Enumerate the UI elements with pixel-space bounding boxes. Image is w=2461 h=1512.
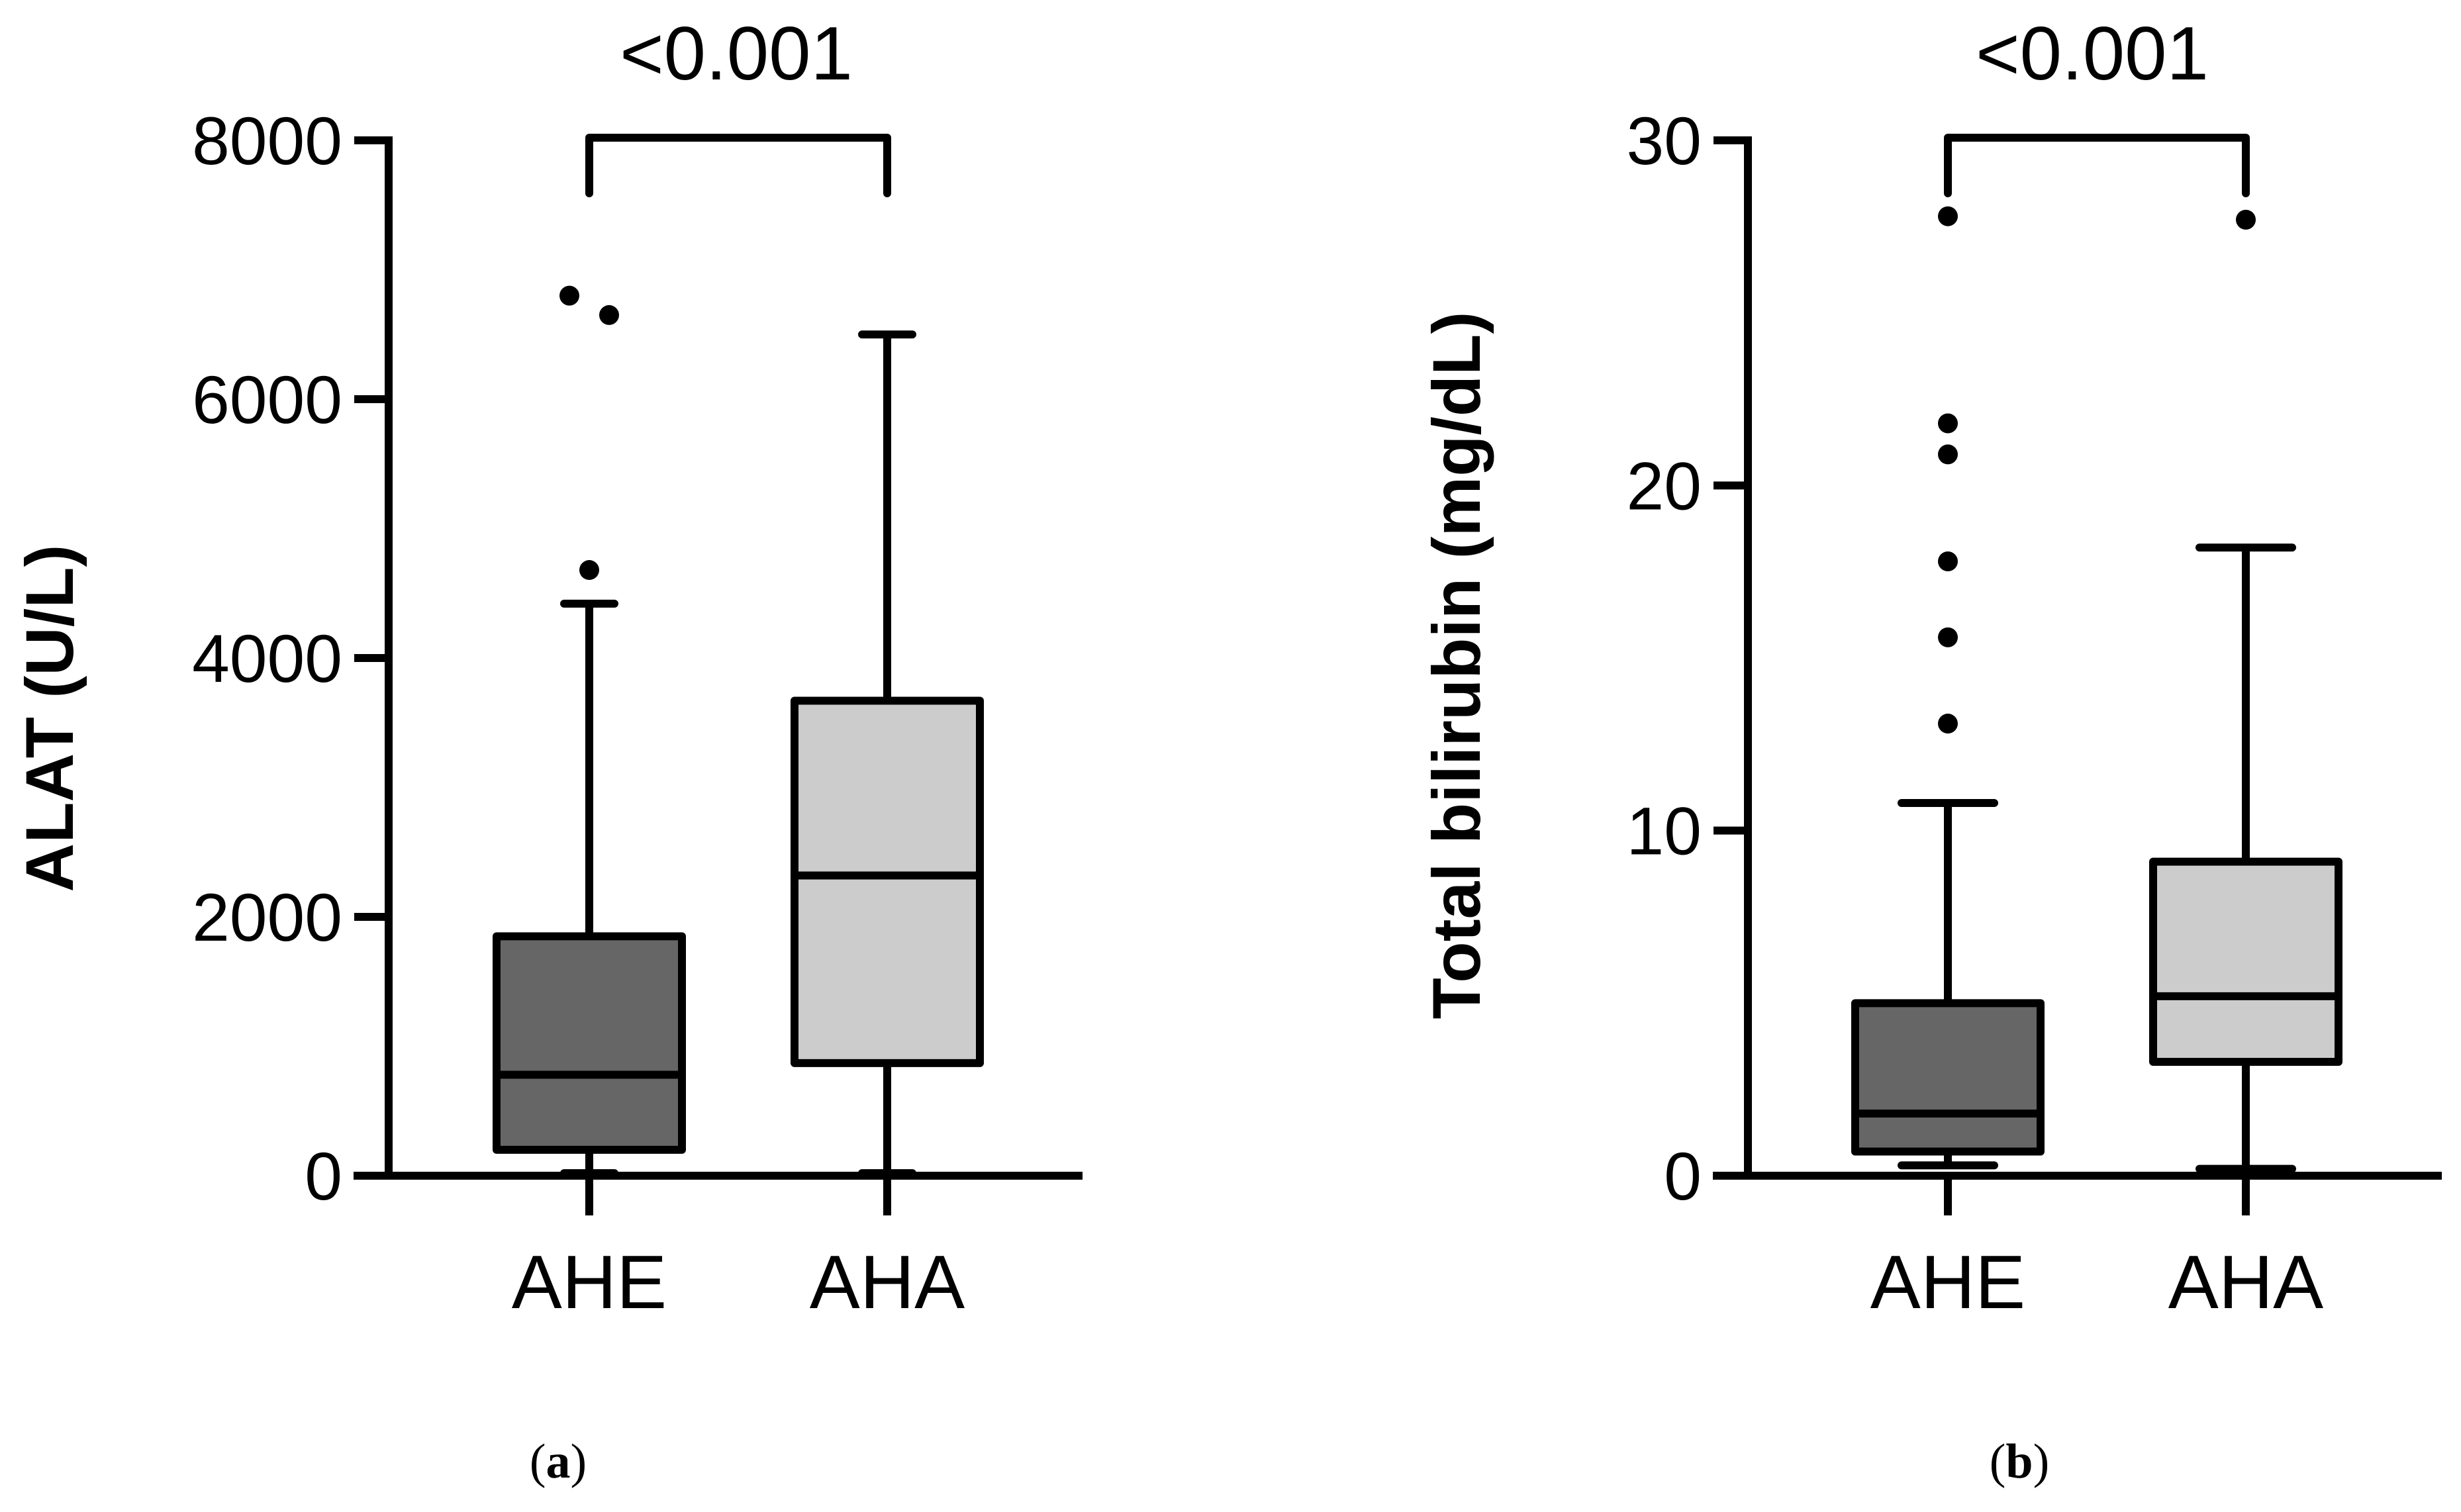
outlier-point	[1938, 413, 1958, 434]
iqr-box	[2149, 857, 2342, 1066]
outlier-point	[559, 285, 579, 306]
panel-b-p-value: <0.001	[1976, 12, 2209, 96]
panel-a-comparison-bracket	[585, 134, 891, 197]
y-tick-label: 0	[1664, 1139, 1702, 1214]
y-tick-label: 30	[1627, 103, 1702, 179]
iqr-box	[791, 696, 984, 1067]
panel-b-boxes	[1851, 206, 2342, 1173]
panel-b-y-title: Total bilirubin (mg/dL)	[1419, 312, 1494, 1019]
panel-a-boxes	[493, 285, 984, 1178]
y-tick-label: 10	[1627, 794, 1702, 869]
iqr-box	[493, 932, 686, 1154]
outlier-point	[1938, 551, 1958, 572]
y-tick-label: 2000	[192, 880, 342, 955]
outlier-point	[2236, 209, 2256, 230]
panel-a-y-title: ALAT (U/L)	[12, 545, 87, 892]
y-tick-label: 8000	[192, 103, 342, 179]
panel-a-label-letter: a	[546, 1435, 571, 1489]
panel-b-x-ticks: AHE AHA	[1870, 1176, 2323, 1325]
outlier-point	[599, 305, 619, 325]
box-ahe	[1851, 206, 2045, 1170]
box-aha	[2149, 209, 2342, 1173]
panel-a-y-ticks: 0 2000 4000 6000 8000	[192, 103, 389, 1214]
panel-a-x-ticks: AHE AHA	[512, 1176, 965, 1325]
x-tick-label: AHE	[1870, 1241, 2025, 1325]
box-ahe	[493, 285, 686, 1178]
panel-a-label: (a)	[530, 1435, 587, 1489]
y-tick-label: 20	[1627, 448, 1702, 524]
outlier-point	[1938, 627, 1958, 647]
x-tick-label: AHA	[810, 1241, 965, 1325]
y-tick-label: 0	[305, 1139, 342, 1214]
panel-b-comparison-bracket	[1944, 134, 2250, 197]
outlier-point	[579, 560, 599, 581]
panel-b-y-ticks: 0 10 20 30	[1627, 103, 1748, 1214]
panel-a: ALAT (U/L) 0 2000 4000 6000 8000 AHE AHA <0.0…	[12, 12, 1083, 1489]
outlier-point	[1938, 206, 1958, 226]
y-tick-label: 4000	[192, 621, 342, 696]
box-aha	[791, 330, 984, 1178]
iqr-box	[1851, 999, 2045, 1156]
panel-b: Total bilirubin (mg/dL) 0 10 20 30 AHE AHA <…	[1419, 12, 2442, 1489]
outlier-point	[1938, 444, 1958, 465]
panel-b-label: (b)	[1990, 1435, 2049, 1489]
x-tick-label: AHE	[512, 1241, 667, 1325]
outlier-point	[1938, 714, 1958, 734]
x-tick-label: AHA	[2168, 1241, 2323, 1325]
panel-a-p-value: <0.001	[620, 12, 853, 96]
panel-b-label-letter: b	[2005, 1435, 2033, 1489]
y-tick-label: 6000	[192, 362, 342, 438]
